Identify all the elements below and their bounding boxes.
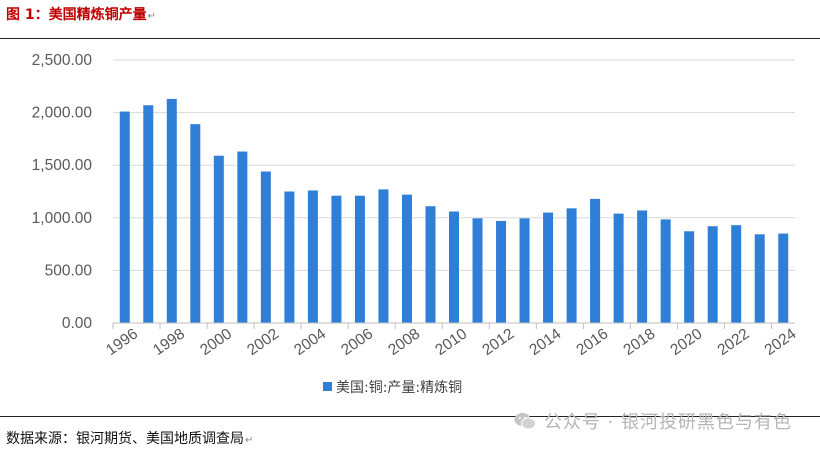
bar-2006	[354, 195, 365, 323]
bar-1998	[166, 98, 177, 323]
bar-2017	[613, 213, 624, 323]
bars	[119, 98, 789, 324]
x-tick-label: 2024	[762, 325, 800, 359]
x-tick-label: 2016	[573, 325, 611, 359]
x-tick-label: 2022	[715, 325, 753, 359]
bar-2002	[260, 171, 271, 323]
x-tick-label: 1998	[150, 325, 188, 359]
x-tick-label: 2000	[197, 325, 235, 359]
x-tick-label: 2010	[432, 325, 470, 359]
y-axis-tick-labels: 0.00 500.00 1,000.00 1,500.00 2,000.00 2,500.…	[32, 52, 93, 332]
paragraph-mark-icon: ↵	[245, 435, 254, 446]
bar-2022	[731, 225, 742, 323]
watermark-text: 公众号 · 银河投研黑色与有色	[543, 412, 792, 433]
bar-2004	[307, 190, 318, 323]
bar-2019	[660, 219, 671, 323]
bar-2010	[449, 211, 459, 323]
x-axis	[112, 322, 795, 329]
bar-2001	[237, 151, 248, 323]
y-tick-label: 0.00	[62, 315, 93, 332]
bar-2005	[331, 195, 342, 323]
watermark: 公众号 · 银河投研黑色与有色	[514, 408, 792, 434]
bar-2024	[778, 233, 789, 323]
bar-2013	[519, 218, 530, 323]
bar-1997	[143, 105, 154, 324]
bar-1999	[190, 124, 201, 323]
legend: 美国:铜:产量:精炼铜	[323, 380, 462, 396]
bar-2007	[378, 189, 389, 323]
x-axis-tick-labels: 1996 1998 2000 2002 2004 2006 2008 2010 2012 2014…	[103, 325, 800, 359]
data-source-text: 数据来源：银河期货、美国地质调查局	[6, 431, 244, 447]
x-tick-label: 2014	[526, 325, 564, 359]
bar-2000	[213, 155, 224, 323]
y-tick-label: 2,500.00	[32, 52, 93, 69]
wechat-icon	[514, 413, 536, 430]
x-tick-label: 2008	[385, 325, 423, 359]
bar-2011	[472, 218, 483, 323]
figure-title: 图 1：美国精炼铜产量↵	[6, 4, 156, 24]
y-tick-label: 1,500.00	[32, 157, 93, 174]
bar-2014	[543, 212, 554, 323]
bar-2012	[496, 220, 507, 323]
x-tick-label: 1996	[103, 325, 141, 359]
bar-2016	[590, 198, 601, 323]
x-tick-label: 2012	[479, 325, 517, 359]
x-tick-label: 2002	[244, 325, 282, 359]
bottom-divider	[0, 416, 820, 417]
paragraph-mark-icon: ↵	[147, 11, 157, 22]
x-tick-label: 2018	[620, 325, 658, 359]
x-tick-label: 2004	[291, 325, 329, 359]
legend-label: 美国:铜:产量:精炼铜	[336, 380, 462, 396]
legend-swatch	[323, 382, 332, 391]
x-tick-label: 2020	[667, 325, 705, 359]
bar-2009	[425, 206, 436, 323]
y-tick-label: 2,000.00	[32, 105, 93, 122]
bar-chart: 0.00 500.00 1,000.00 1,500.00 2,000.00 2,500.…	[32, 52, 800, 396]
y-tick-label: 1,000.00	[32, 210, 93, 227]
bar-2020	[684, 231, 695, 323]
data-source: 数据来源：银河期货、美国地质调查局↵	[6, 428, 253, 448]
figure-title-text: 图 1：美国精炼铜产量	[6, 7, 147, 23]
bar-2015	[566, 208, 577, 323]
x-tick-label: 2006	[338, 325, 376, 359]
gridlines	[113, 59, 795, 271]
top-divider	[0, 38, 820, 39]
bar-2003	[284, 191, 295, 323]
bar-1996	[119, 111, 130, 323]
bar-2008	[401, 194, 412, 323]
bar-2023	[754, 234, 765, 323]
bar-2021	[707, 226, 718, 323]
bar-2018	[637, 210, 648, 323]
y-tick-label: 500.00	[45, 262, 93, 279]
